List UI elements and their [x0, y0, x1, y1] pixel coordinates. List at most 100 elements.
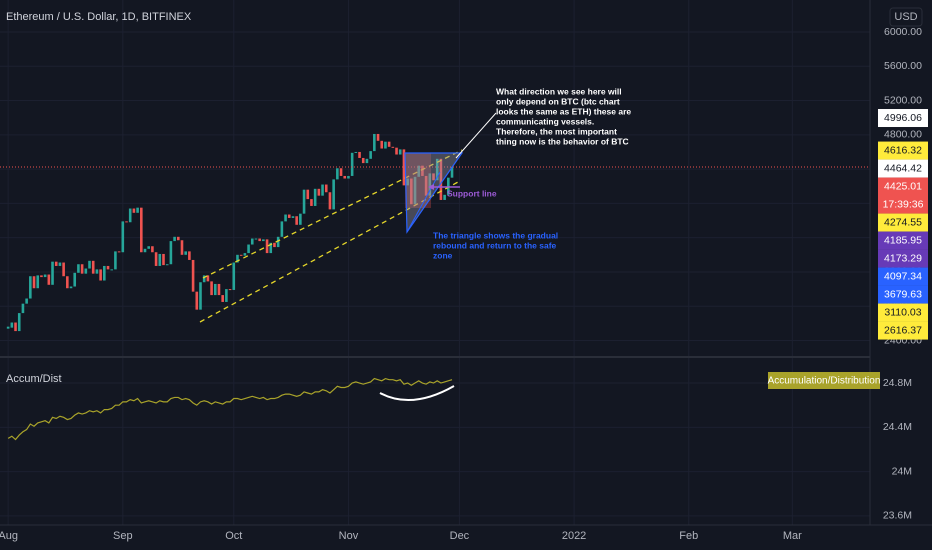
- candle: [280, 221, 284, 237]
- candle: [361, 157, 365, 164]
- price-tag: [878, 177, 928, 214]
- callout-line: [455, 112, 497, 159]
- price-tag-label: 4185.95: [884, 234, 922, 246]
- candle: [221, 295, 224, 302]
- price-tag: [878, 231, 928, 250]
- price-tag: [878, 109, 928, 128]
- candle: [165, 264, 169, 266]
- candle: [162, 253, 165, 266]
- x-tick-label: 2022: [562, 530, 586, 542]
- y-tick-label: 5200.00: [884, 94, 922, 106]
- annotation-text: communicating vessels.: [496, 116, 594, 126]
- candle: [17, 313, 21, 332]
- countdown: 17:39:36: [883, 198, 924, 210]
- candle: [184, 251, 187, 255]
- price-tag-label: 2616.37: [884, 324, 922, 336]
- y-tick-label: 24.4M: [883, 421, 912, 433]
- price-tag: [878, 213, 928, 232]
- price-tag: [878, 249, 928, 268]
- candle: [188, 251, 191, 260]
- candle: [421, 165, 424, 176]
- candle: [95, 269, 99, 274]
- candle: [239, 254, 243, 256]
- candle: [313, 188, 317, 206]
- arrow-head: [428, 184, 434, 190]
- candle: [258, 238, 261, 242]
- currency[interactable]: USD: [894, 11, 917, 23]
- price-tag-label: 4274.55: [884, 216, 922, 228]
- triangle-line: [406, 171, 441, 233]
- indicator-line: [7, 377, 453, 441]
- candle: [336, 168, 339, 180]
- candle: [217, 283, 221, 296]
- candle: [73, 272, 77, 287]
- candle: [121, 221, 125, 253]
- candle: [354, 151, 358, 153]
- y-tick-label: 24.8M: [883, 377, 912, 389]
- candle: [6, 326, 10, 329]
- candle: [413, 176, 417, 205]
- candle: [69, 286, 73, 289]
- candle: [250, 238, 254, 245]
- candle: [180, 240, 184, 255]
- x-tick-label: Aug: [0, 530, 18, 542]
- candle: [306, 189, 310, 200]
- candle: [373, 133, 376, 152]
- candle: [328, 192, 332, 210]
- candle: [169, 241, 173, 265]
- candle: [402, 149, 406, 186]
- candle: [176, 236, 180, 241]
- candle: [380, 140, 384, 149]
- y-tick-label: 6000.00: [884, 26, 922, 38]
- candle: [99, 269, 102, 281]
- price-tag-label: 4425.01: [884, 180, 922, 192]
- candle: [110, 269, 114, 271]
- candle: [154, 252, 158, 266]
- candle: [391, 146, 395, 148]
- candle: [287, 214, 291, 218]
- candle: [58, 262, 62, 266]
- annotation-text: looks the same as ETH) these are: [496, 106, 631, 116]
- candle: [343, 175, 347, 179]
- candle: [117, 251, 121, 253]
- price-tag: [878, 285, 928, 304]
- candle: [225, 289, 228, 302]
- candle: [358, 151, 361, 158]
- currency-box[interactable]: [889, 7, 923, 27]
- candle: [321, 184, 324, 196]
- candle: [32, 276, 36, 289]
- candle: [435, 158, 439, 181]
- candle: [40, 275, 43, 278]
- candle: [54, 261, 58, 266]
- price-tag-label: 3679.63: [884, 288, 922, 300]
- candle: [247, 244, 250, 254]
- annotation-text: zone: [433, 250, 453, 260]
- candle: [91, 260, 95, 274]
- candle: [77, 264, 80, 273]
- candle: [43, 274, 47, 278]
- annotation-text: What direction we see here will: [496, 86, 622, 96]
- candle: [262, 239, 265, 242]
- annotation-text: Therefore, the most important: [496, 126, 617, 136]
- candle: [450, 166, 454, 178]
- candle: [395, 147, 398, 155]
- x-tick-label: Dec: [450, 530, 470, 542]
- candle: [310, 199, 313, 206]
- candle: [47, 274, 51, 285]
- annotation-text: The triangle shows the gradual: [433, 230, 558, 240]
- annotation-text: Support line: [447, 188, 497, 198]
- candle: [21, 303, 25, 314]
- candle: [125, 221, 128, 223]
- candle: [428, 173, 432, 196]
- candle: [447, 177, 450, 195]
- candle: [173, 236, 176, 242]
- candle: [302, 189, 306, 214]
- candle: [66, 276, 69, 289]
- candle: [254, 238, 258, 240]
- candle: [88, 260, 91, 269]
- candle: [136, 207, 139, 213]
- marks: [0, 133, 870, 441]
- candle: [29, 276, 32, 299]
- candle: [62, 262, 65, 277]
